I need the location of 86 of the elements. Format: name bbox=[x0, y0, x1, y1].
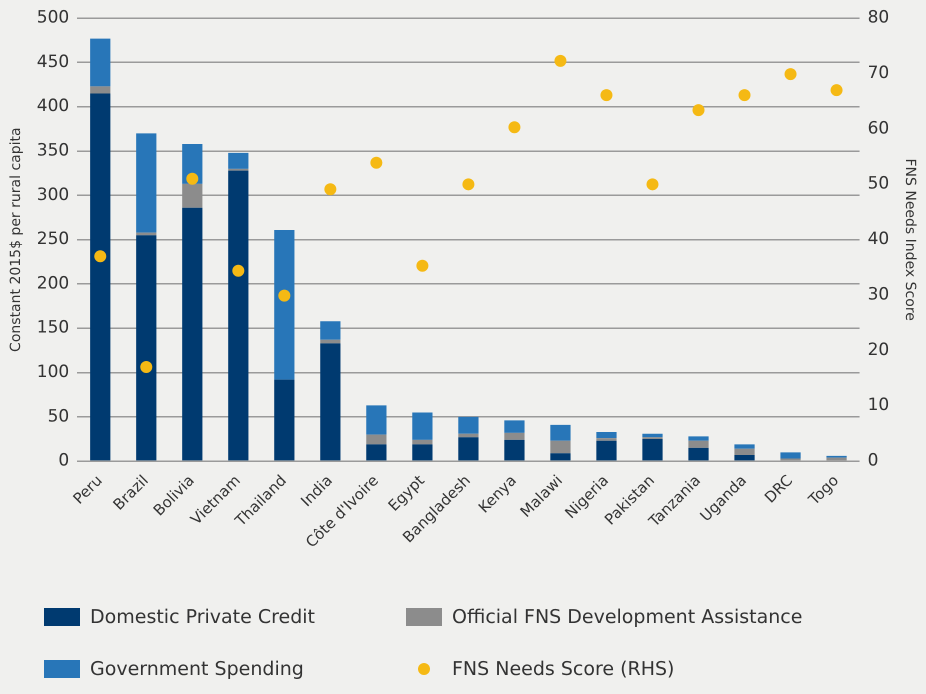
legend-label: Domestic Private Credit bbox=[90, 606, 315, 628]
point bbox=[324, 183, 336, 196]
point bbox=[232, 264, 244, 277]
bar bbox=[642, 439, 663, 460]
y2-tick-label: 50 bbox=[868, 174, 890, 194]
bar bbox=[136, 133, 156, 233]
point bbox=[416, 260, 428, 272]
bar bbox=[596, 438, 617, 441]
y2-tick-label: 70 bbox=[868, 62, 890, 83]
point bbox=[94, 250, 106, 262]
point bbox=[738, 89, 751, 102]
bar bbox=[458, 437, 479, 460]
point bbox=[554, 54, 566, 67]
bar bbox=[826, 458, 847, 460]
y-tick-label: 500 bbox=[36, 8, 70, 28]
bar bbox=[734, 448, 755, 455]
bar bbox=[642, 434, 663, 438]
bar bbox=[136, 235, 156, 460]
point bbox=[692, 104, 704, 116]
y-tick-label: 400 bbox=[36, 96, 70, 116]
y2-tick-label: 60 bbox=[868, 118, 890, 138]
bar bbox=[182, 184, 202, 208]
bar bbox=[780, 452, 801, 459]
y2-tick-label: 40 bbox=[868, 229, 890, 250]
bar bbox=[734, 444, 755, 449]
bar bbox=[136, 232, 156, 236]
bar bbox=[504, 440, 525, 460]
legend-label: FNS Needs Score (RHS) bbox=[452, 658, 674, 680]
bar bbox=[688, 448, 709, 460]
bar bbox=[734, 454, 755, 460]
bar bbox=[90, 86, 110, 94]
bar bbox=[90, 94, 110, 460]
y-tick-label: 0 bbox=[58, 450, 70, 471]
point bbox=[646, 178, 658, 190]
y2-tick-label: 20 bbox=[868, 340, 890, 360]
bar bbox=[320, 321, 340, 340]
bar bbox=[274, 230, 294, 380]
point bbox=[140, 361, 152, 374]
bar bbox=[90, 38, 110, 86]
y-tick-label: 150 bbox=[36, 318, 70, 338]
y-tick-label: 100 bbox=[36, 362, 70, 382]
bar bbox=[228, 152, 248, 169]
bar bbox=[458, 416, 479, 434]
bar bbox=[274, 380, 294, 460]
bar bbox=[504, 432, 525, 440]
bar bbox=[550, 440, 571, 454]
bar bbox=[550, 424, 571, 441]
y-tick-label: 450 bbox=[36, 52, 70, 72]
bar bbox=[366, 405, 386, 435]
bar bbox=[596, 432, 617, 438]
bar bbox=[688, 436, 709, 441]
bar bbox=[550, 453, 571, 460]
bar bbox=[596, 440, 617, 460]
bar bbox=[412, 440, 433, 444]
bar bbox=[182, 208, 202, 460]
bar bbox=[320, 340, 340, 344]
y-tick-label: 250 bbox=[36, 229, 70, 250]
y-tick-label: 300 bbox=[36, 184, 70, 205]
y2-tick-label: 80 bbox=[868, 8, 890, 28]
point bbox=[600, 89, 612, 102]
bar bbox=[412, 412, 433, 440]
y2-tick-label: 0 bbox=[868, 450, 878, 471]
legend-label: Government Spending bbox=[90, 658, 304, 680]
bar bbox=[366, 434, 386, 444]
point bbox=[508, 121, 520, 134]
legend-label: Official FNS Development Assistance bbox=[452, 606, 802, 628]
bar bbox=[412, 444, 433, 460]
bar bbox=[366, 444, 386, 460]
y2-axis-title: FNS Needs Index Score bbox=[902, 158, 918, 321]
bar bbox=[228, 170, 248, 460]
point bbox=[278, 290, 290, 302]
point bbox=[370, 156, 382, 169]
y-tick-label: 350 bbox=[36, 140, 70, 161]
y2-tick-label: 10 bbox=[868, 395, 890, 416]
bar bbox=[504, 420, 525, 433]
point bbox=[784, 68, 797, 80]
point bbox=[186, 172, 198, 185]
y-tick-label: 200 bbox=[36, 273, 70, 294]
bar bbox=[688, 440, 709, 448]
y-axis-title: Constant 2015$ per rural capita bbox=[8, 127, 24, 352]
point bbox=[462, 178, 474, 190]
bar bbox=[458, 434, 479, 438]
point bbox=[830, 84, 843, 96]
bar bbox=[320, 343, 340, 460]
y-tick-label: 50 bbox=[48, 406, 70, 426]
y2-tick-label: 30 bbox=[868, 284, 890, 304]
